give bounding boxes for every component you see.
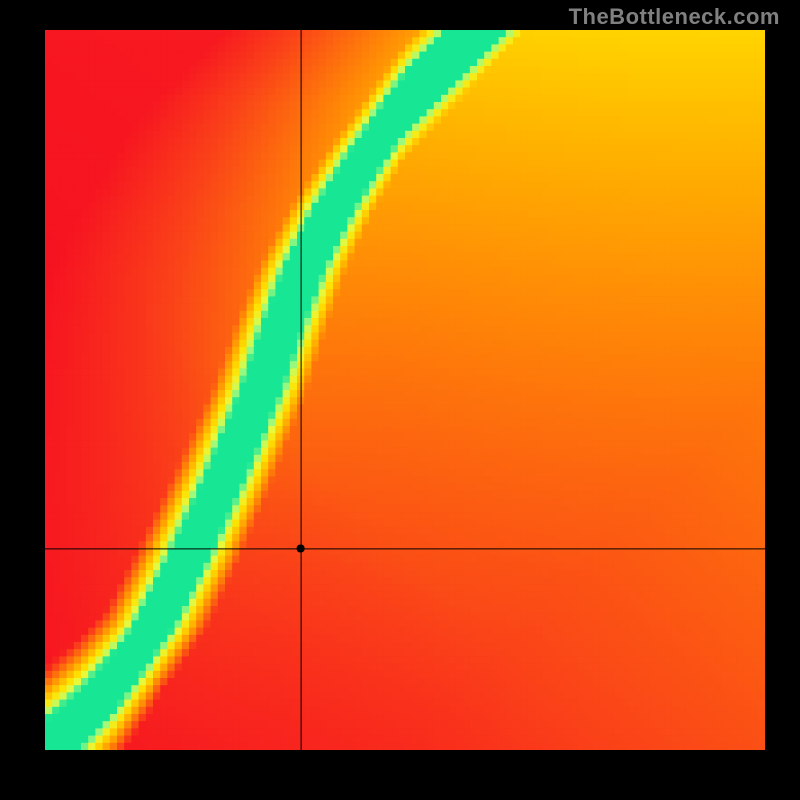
watermark-text: TheBottleneck.com [569, 4, 780, 30]
heatmap-chart [45, 30, 765, 750]
